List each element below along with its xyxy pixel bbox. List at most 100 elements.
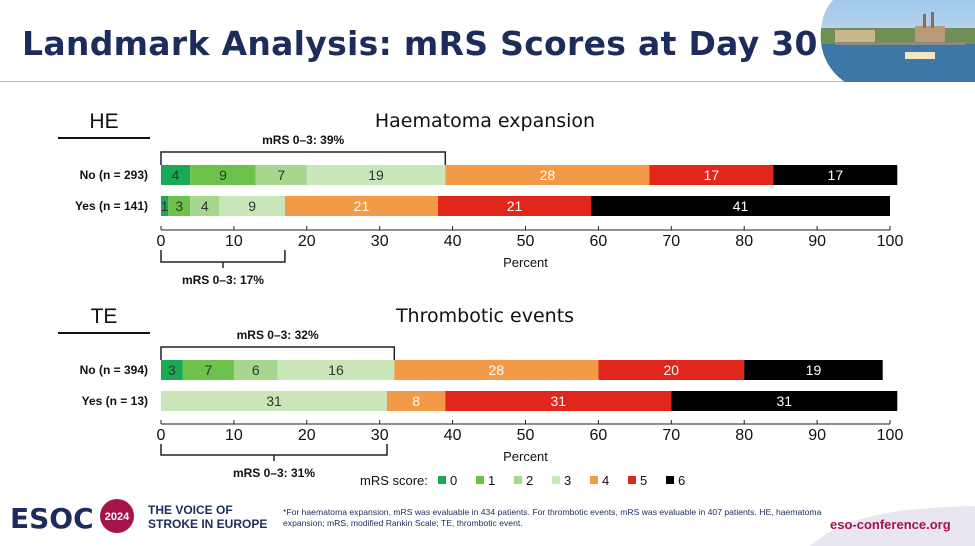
panel2-bar-mrs5 — [445, 391, 672, 411]
legend-swatch-mrs0 — [438, 476, 446, 484]
panel1-x-tick-label: 60 — [590, 233, 608, 250]
panel2-x-tick-label: 20 — [298, 427, 316, 444]
panel1-bar-label: 4 — [201, 198, 209, 214]
panel2-x-tick-label: 0 — [157, 427, 166, 444]
panel1-bar-label: 9 — [219, 167, 227, 183]
panel1-bar-label: 28 — [540, 167, 556, 183]
panel2-bar-label: 6 — [252, 362, 260, 378]
panel1-x-axis-title: Percent — [503, 255, 548, 270]
city-photo — [820, 0, 975, 82]
panel1-x-tick-label: 30 — [371, 233, 389, 250]
tagline: THE VOICE OF STROKE IN EUROPE — [148, 503, 268, 531]
panel2-x-tick-label: 40 — [444, 427, 462, 444]
page-title: Landmark Analysis: mRS Scores at Day 30 — [22, 24, 818, 63]
panel1-bar-mrs6 — [773, 165, 898, 185]
legend-title: mRS score: — [360, 473, 428, 488]
legend-swatch-mrs3 — [552, 476, 560, 484]
legend-label: 2 — [526, 473, 533, 488]
panel1-x-tick-label: 0 — [157, 233, 166, 250]
panel2-bar-label: 31 — [266, 393, 282, 409]
conference-link[interactable]: eso-conference.org — [830, 517, 951, 532]
panel2-bar-mrs6 — [671, 391, 898, 411]
legend-label: 6 — [678, 473, 685, 488]
panel1-bar-label: 17 — [828, 167, 844, 183]
panel1-bar-label: 21 — [507, 198, 523, 214]
panel1-bracket-below — [160, 250, 286, 263]
panel1-bar-mrs1 — [190, 165, 256, 185]
panel1-bar-label: 41 — [733, 198, 749, 214]
panel2-bar-mrs4 — [386, 391, 446, 411]
panel2-bar-mrs5 — [598, 360, 745, 380]
legend-swatch-mrs2 — [514, 476, 522, 484]
panel2-bar-mrs1 — [182, 360, 234, 380]
legend-label: 1 — [488, 473, 495, 488]
panel1-x-tick-label: 80 — [735, 233, 753, 250]
panel2-bracket-above — [160, 346, 396, 360]
panel1-bar-mrs5 — [438, 196, 592, 216]
panel1-x-tick-label: 10 — [225, 233, 243, 250]
panel2-label: TE — [91, 305, 118, 328]
panel2-x-tick-label: 90 — [808, 427, 826, 444]
panel2-x-tick-label: 30 — [371, 427, 389, 444]
panel1-bar-label: 1 — [161, 198, 169, 214]
panel2-bar-label: 8 — [412, 393, 420, 409]
panel1-bar-label: 4 — [172, 167, 180, 183]
panel1-title: Haematoma expansion — [375, 110, 595, 132]
legend-swatch-mrs1 — [476, 476, 484, 484]
esoc-logo: ESOC 2024 — [10, 499, 134, 535]
panel1-label: HE — [89, 110, 118, 133]
panel2-bar-label: 19 — [806, 362, 822, 378]
panel1-bar-label: 17 — [704, 167, 720, 183]
panel2-bar-label: 16 — [328, 362, 344, 378]
panel2-x-axis-title: Percent — [503, 449, 548, 464]
panel1-bar-mrs2 — [190, 196, 220, 216]
panel1-x-tick-label: 90 — [808, 233, 826, 250]
legend-label: 4 — [602, 473, 609, 488]
panel2-bar-label: 7 — [204, 362, 212, 378]
panel1-bar-label: 3 — [175, 198, 183, 214]
panel1-bar-mrs0 — [161, 196, 169, 216]
panel1-bar-mrs0 — [161, 165, 191, 185]
panel1-bar-mrs5 — [649, 165, 774, 185]
panel2-bar-label: 28 — [489, 362, 505, 378]
panel2-bar-mrs6 — [744, 360, 883, 380]
svg-text:ESOC: ESOC — [10, 502, 94, 535]
panel2-row-label: Yes (n = 13) — [82, 394, 148, 408]
panel1-row-label: Yes (n = 141) — [75, 199, 148, 213]
panel1-annotation-below: mRS 0–3: 17% — [182, 273, 264, 287]
panel1-x-tick-label: 20 — [298, 233, 316, 250]
panel1-annotation-above: mRS 0–3: 39% — [262, 133, 344, 147]
panel2-annotation-above: mRS 0–3: 32% — [237, 328, 319, 342]
panel2-bar-mrs3 — [277, 360, 395, 380]
panel1-bracket-above — [160, 151, 447, 165]
legend-label: 3 — [564, 473, 571, 488]
panel2-x-tick-label: 60 — [590, 427, 608, 444]
panel1-bar-mrs3 — [219, 196, 285, 216]
panel2-x-tick-label: 10 — [225, 427, 243, 444]
panel2-x-tick-label: 100 — [877, 427, 904, 444]
footer-band — [810, 506, 975, 546]
panel1-bar-mrs4 — [284, 196, 439, 216]
legend-label: 5 — [640, 473, 647, 488]
panel1-x-tick-label: 50 — [517, 233, 535, 250]
panel2-row-label: No (n = 394) — [80, 363, 148, 377]
panel2-bar-label: 31 — [777, 393, 793, 409]
panel1-x-tick-label: 70 — [662, 233, 680, 250]
panel1-bar-label: 21 — [354, 198, 370, 214]
panel2-bar-mrs0 — [161, 360, 183, 380]
panel2-x-tick-label: 80 — [735, 427, 753, 444]
panel2-bar-label: 3 — [168, 362, 176, 378]
panel2-bar-mrs3 — [161, 391, 387, 411]
panel1-bar-mrs4 — [445, 165, 650, 185]
panel1-bar-mrs1 — [168, 196, 191, 216]
title-divider — [0, 81, 975, 82]
panel2-bar-mrs4 — [394, 360, 599, 380]
panel2-bar-label: 31 — [551, 393, 567, 409]
panel2-annotation-below: mRS 0–3: 31% — [233, 466, 315, 480]
panel1-row-label: No (n = 293) — [80, 168, 148, 182]
panel1-bar-mrs2 — [255, 165, 307, 185]
panel1-bar-label: 7 — [277, 167, 285, 183]
panel1-x-tick-label: 40 — [444, 233, 462, 250]
legend-swatch-mrs4 — [590, 476, 598, 484]
